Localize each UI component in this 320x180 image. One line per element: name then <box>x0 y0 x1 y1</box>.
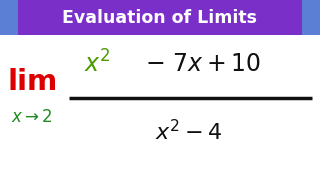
Text: $x\rightarrow 2$: $x\rightarrow 2$ <box>11 109 53 126</box>
FancyBboxPatch shape <box>0 0 320 35</box>
FancyBboxPatch shape <box>18 0 302 35</box>
Text: $x^2 - 4$: $x^2 - 4$ <box>155 120 222 145</box>
Text: $x^2$: $x^2$ <box>84 50 111 78</box>
Text: $-\ 7x + 10$: $-\ 7x + 10$ <box>145 52 261 76</box>
Text: Evaluation of Limits: Evaluation of Limits <box>62 8 258 27</box>
Text: $\bf{lim}$: $\bf{lim}$ <box>7 67 57 96</box>
